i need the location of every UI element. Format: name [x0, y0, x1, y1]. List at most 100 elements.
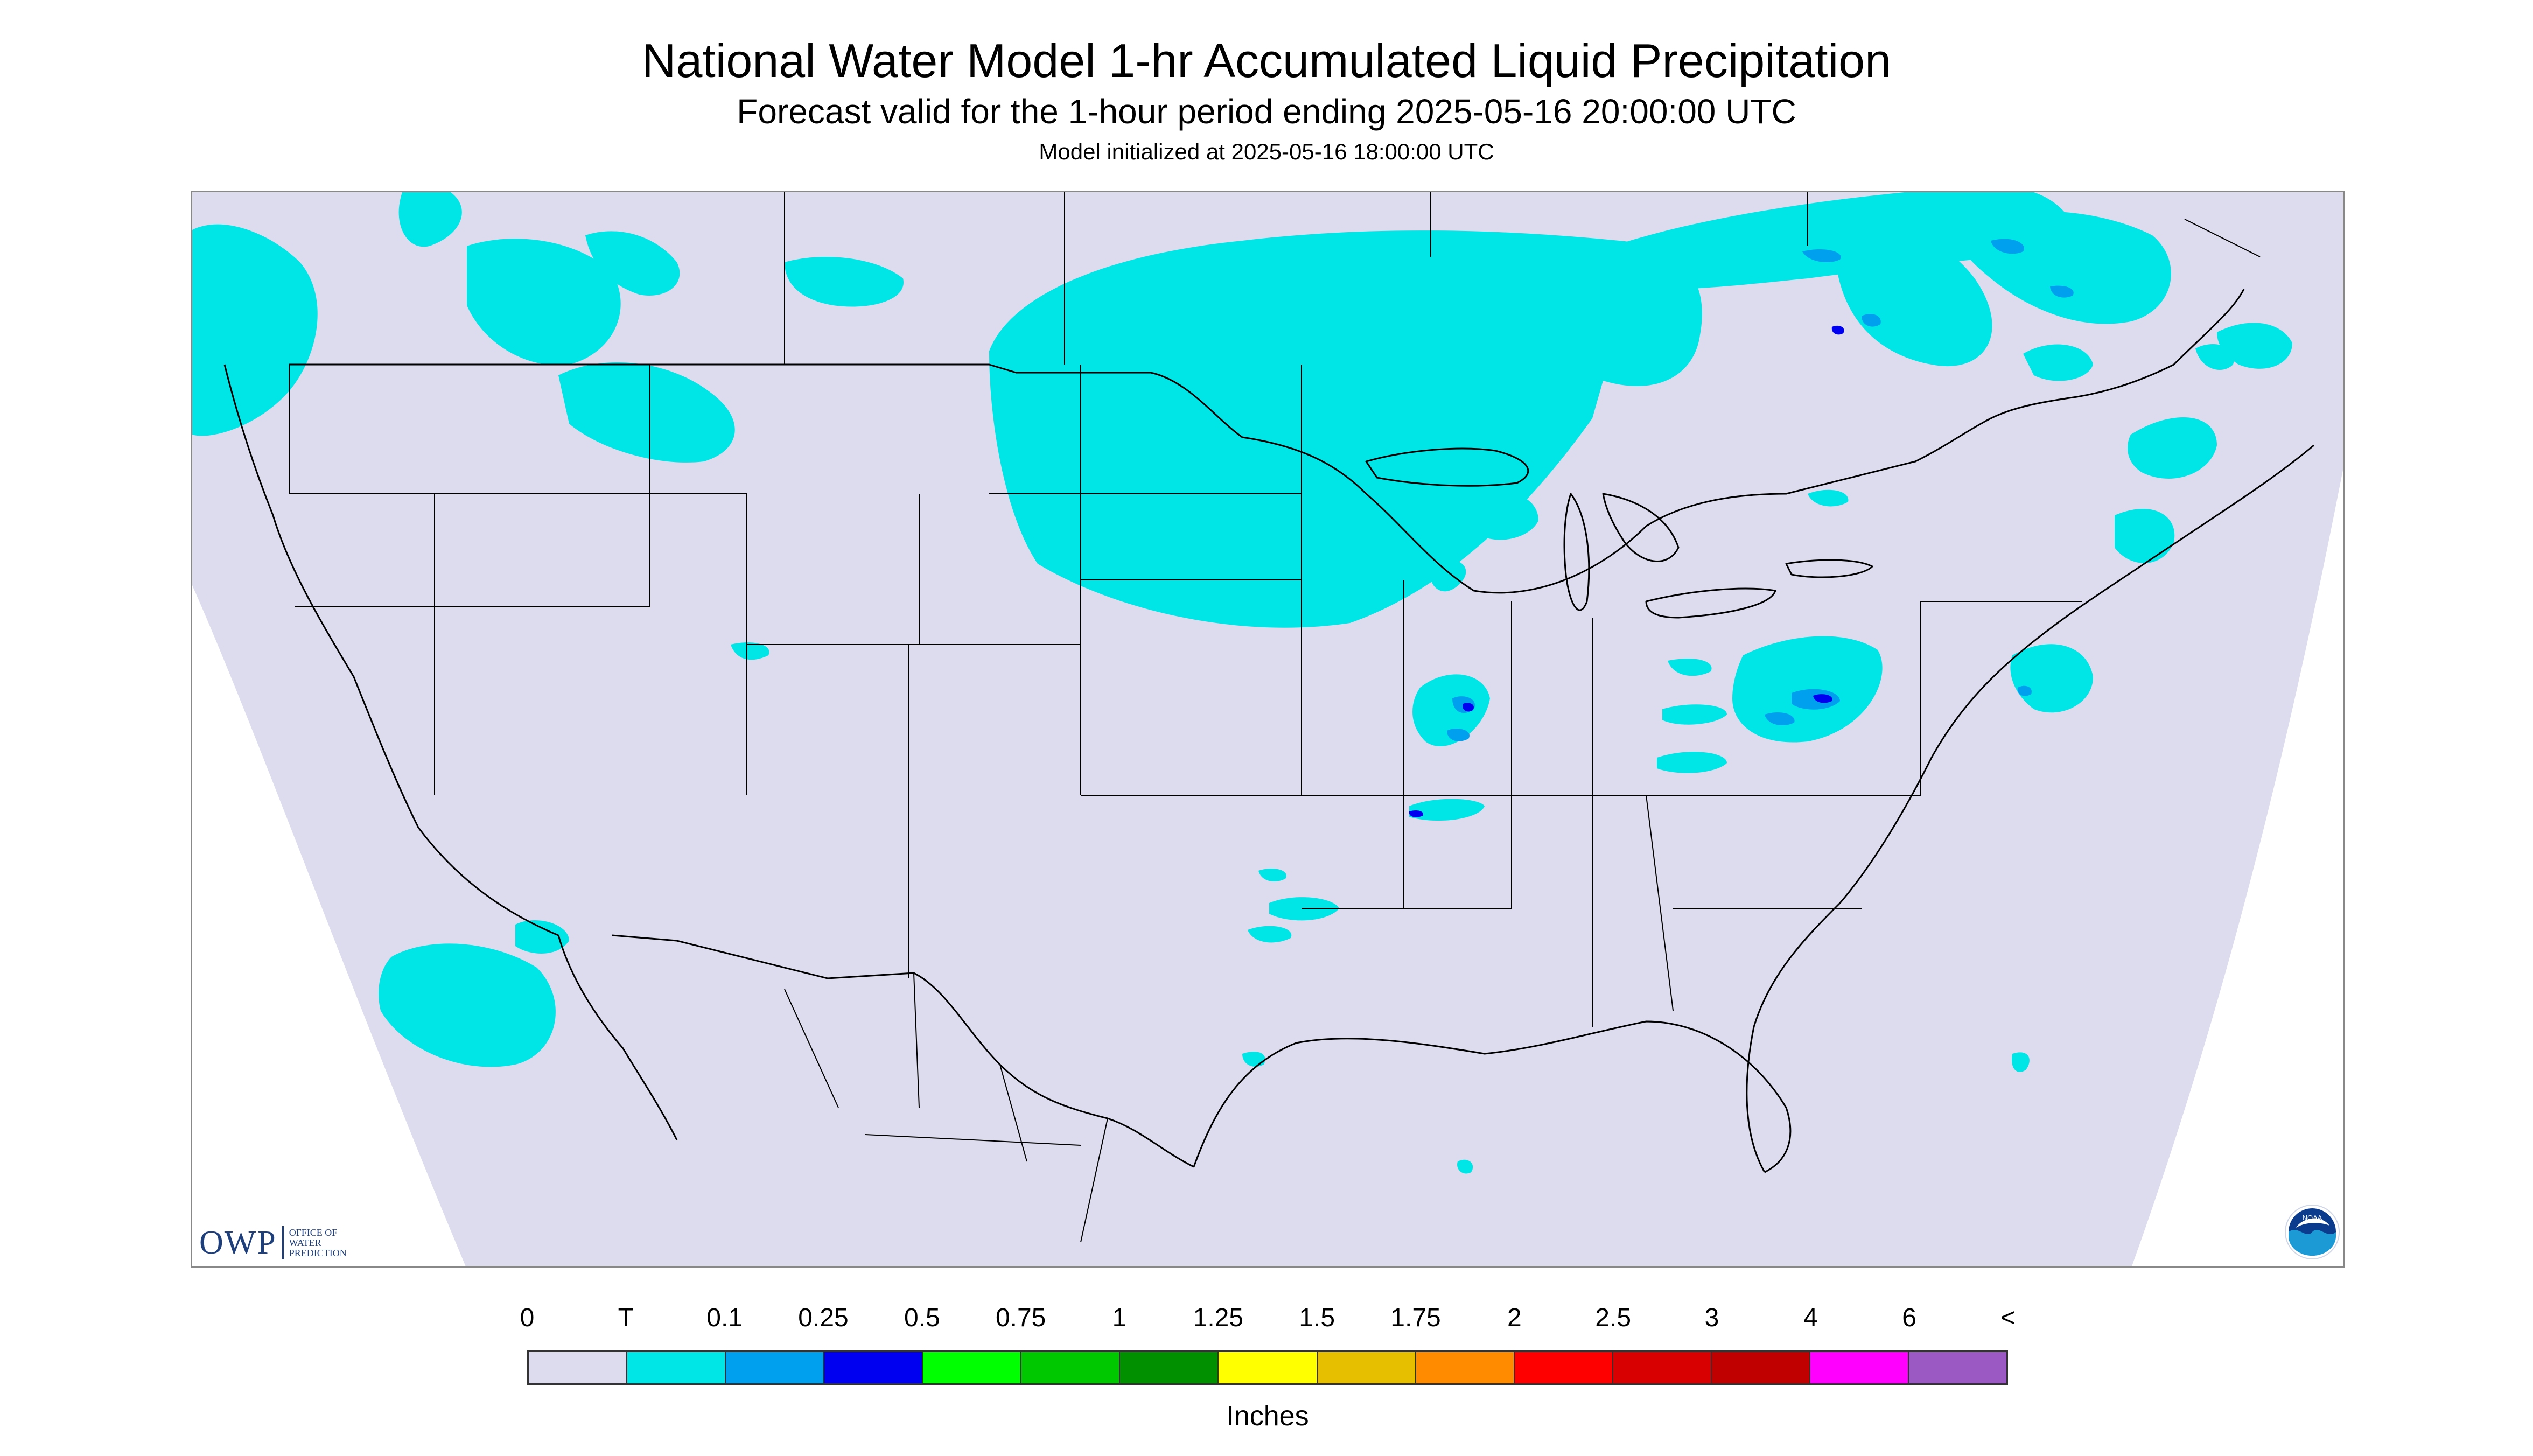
legend-swatch: [1711, 1352, 1810, 1383]
legend-tick-label: 2: [1507, 1304, 1522, 1332]
map-title: National Water Model 1-hr Accumulated Li…: [641, 34, 1892, 87]
legend-swatch: [1317, 1352, 1416, 1383]
precip-cell: [585, 231, 680, 296]
precip-cell: [1468, 493, 1538, 540]
precip-cell: [398, 192, 462, 247]
political-boundaries: [223, 192, 2314, 1243]
precip-cell: [1991, 239, 2024, 254]
owp-logo-letters: OWP: [199, 1224, 277, 1261]
legend-tick-label: 1.25: [1193, 1304, 1244, 1332]
owp-logo-divider: [282, 1226, 284, 1259]
legend-swatch: [1810, 1352, 1909, 1383]
precip-cell: [1457, 1159, 1473, 1174]
precip-cell: [2115, 509, 2175, 563]
precip-cell: [1668, 659, 1712, 676]
great-lakes-erie: [1645, 587, 1776, 619]
precip-cell: [1813, 694, 1832, 703]
border-us-canada: [289, 289, 2245, 594]
legend-tick-label: 4: [1803, 1304, 1818, 1332]
precip-cell: [1765, 712, 1795, 725]
precip-cell: [1862, 313, 1881, 327]
legend-swatch: [824, 1352, 923, 1383]
legend-tick-label: 1.5: [1299, 1304, 1335, 1332]
precip-cell: [558, 362, 735, 463]
legend-swatch: [1021, 1352, 1121, 1383]
legend-swatch: [1416, 1352, 1515, 1383]
precip-heavy-cells: [1409, 325, 1844, 817]
gulf-coast: [1193, 1020, 1792, 1173]
noaa-logo: NOAA: [2285, 1205, 2340, 1259]
legend-tick-label: 3: [1704, 1304, 1719, 1332]
precip-cell: [1506, 416, 1577, 456]
legend-units-label: Inches: [1226, 1401, 1309, 1432]
precip-cell: [1802, 249, 1841, 262]
noaa-logo-gull: [2296, 1218, 2329, 1228]
noaa-logo-wave: [2289, 1229, 2336, 1256]
legend-tick-label: 0.75: [995, 1304, 1046, 1332]
precip-cell: [1560, 192, 2075, 289]
great-lakes-huron: [1602, 493, 1680, 562]
mexico-interior-line: [784, 972, 1108, 1243]
precip-cell: [731, 642, 769, 660]
canada-interior-line: [784, 192, 2261, 365]
precipitation-legend: 0 T 0.1 0.25 0.5 0.75 1 1.25 1.5 1.75 2 2.5 3 4 6 < Inc…: [520, 1292, 2016, 1454]
precip-cell: [1463, 703, 1474, 712]
baja-coast: [557, 935, 678, 1140]
precip-cell: [1258, 868, 1286, 881]
forecast-valid-subtitle: Forecast valid for the 1-hour period end…: [737, 92, 1796, 131]
legend-tick-label: 2.5: [1595, 1304, 1632, 1332]
legend-swatch: [1908, 1352, 2006, 1383]
precip-cell: [2050, 285, 2074, 298]
great-lakes-superior: [1365, 447, 1529, 487]
legend-swatch: [726, 1352, 825, 1383]
noaa-logo-text: NOAA: [2303, 1214, 2322, 1222]
precip-cell: [515, 920, 569, 954]
legend-swatch: [1120, 1352, 1219, 1383]
legend-colorbar: [527, 1350, 2008, 1385]
legend-tick-label: 0.25: [798, 1304, 849, 1332]
owp-logo-line: OFFICE OF: [289, 1227, 338, 1238]
precip-cell: [1409, 799, 1485, 821]
precip-cell: [1248, 926, 1292, 943]
legend-swatch: [1514, 1352, 1613, 1383]
precip-cell: [785, 257, 904, 307]
precip-cell: [1657, 752, 1727, 773]
precip-cell: [1412, 674, 1490, 746]
legend-swatch: [1613, 1352, 1712, 1383]
legend-tick-label: 6: [1902, 1304, 1917, 1332]
precip-cell: [2012, 1052, 2030, 1072]
legend-swatch: [923, 1352, 1022, 1383]
precip-cell: [1835, 231, 1992, 367]
great-lakes-michigan: [1563, 493, 1590, 611]
precip-cell: [467, 239, 621, 366]
legend-tick-label: 1: [1112, 1304, 1127, 1332]
state-line: [289, 365, 2082, 1027]
legend-swatch: [1219, 1352, 1318, 1383]
precip-cell: [1409, 810, 1423, 817]
precip-cell: [192, 224, 318, 436]
legend-tick-label: 0.5: [904, 1304, 940, 1332]
legend-tick-label: 0.1: [706, 1304, 743, 1332]
precip-light-cells: [192, 192, 2292, 1174]
precip-cell: [1242, 1052, 1265, 1067]
precip-cell: [2010, 644, 2093, 713]
owp-logo-subtext: OFFICE OF WATER PREDICTION: [289, 1227, 347, 1258]
precip-cell: [1430, 559, 1466, 592]
owp-logo-line: PREDICTION: [289, 1247, 347, 1258]
legend-tick-label: 0: [520, 1304, 535, 1332]
owp-logo: OWP OFFICE OF WATER PREDICTION: [199, 1221, 347, 1264]
model-domain: [192, 192, 2343, 1266]
owp-logo-line: WATER: [289, 1237, 321, 1248]
precip-cell: [2023, 344, 2093, 381]
great-lakes-ontario: [1785, 559, 1873, 578]
precip-cell: [2128, 417, 2217, 479]
precip-cell: [2017, 685, 2032, 696]
precip-cell: [989, 230, 1702, 628]
precip-cell: [379, 943, 556, 1067]
model-init-line: Model initialized at 2025-05-16 18:00:00…: [1039, 139, 1494, 164]
precip-cell: [1447, 728, 1470, 741]
precip-cell: [1831, 325, 1844, 335]
legend-tick-label: 1.75: [1390, 1304, 1441, 1332]
legend-tick-label: <: [2000, 1304, 2016, 1332]
precip-cell: [2217, 323, 2292, 369]
